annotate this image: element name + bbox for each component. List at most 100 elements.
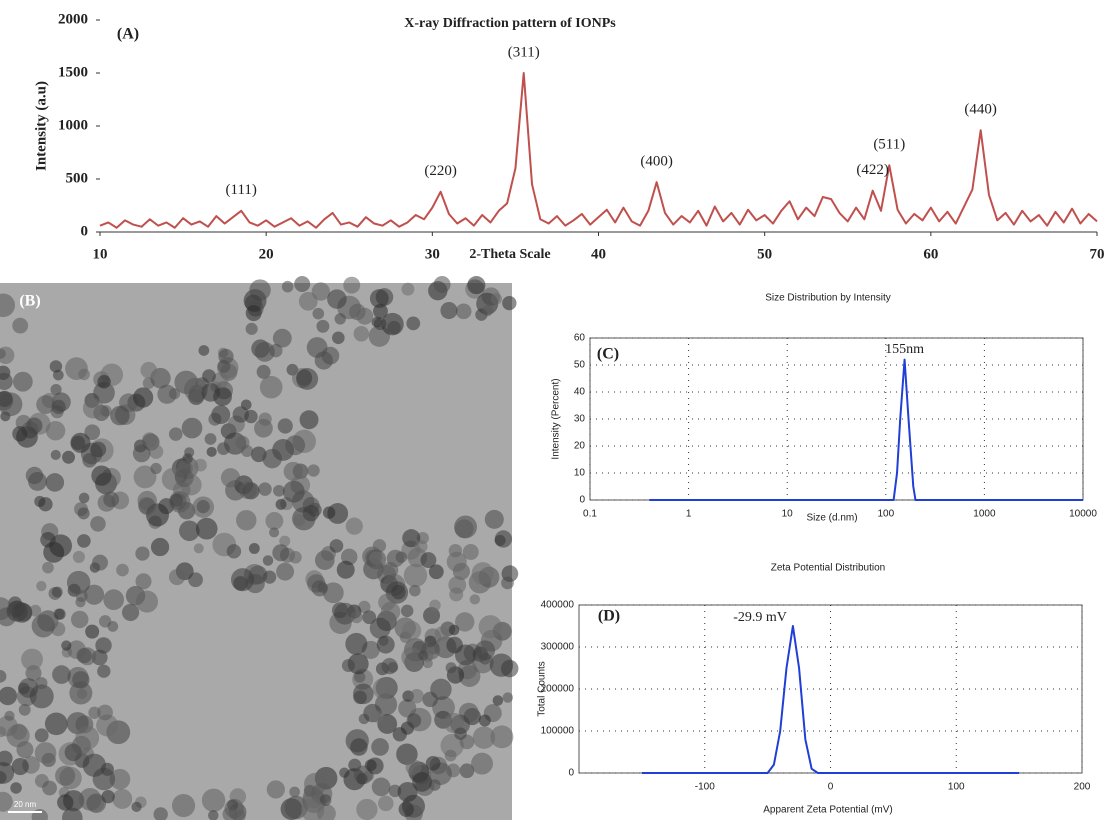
particle xyxy=(500,659,519,678)
particle xyxy=(329,539,344,553)
particle xyxy=(378,593,396,612)
y-tick-label: 0 xyxy=(579,495,585,506)
particle xyxy=(218,348,234,365)
particle xyxy=(244,409,258,424)
particle xyxy=(132,444,151,463)
particle xyxy=(34,728,49,743)
panel-label: (D) xyxy=(598,608,620,625)
particle xyxy=(193,543,204,554)
particle xyxy=(256,364,271,379)
x-tick-label: 1000 xyxy=(973,509,996,520)
y-tick-label: 400000 xyxy=(541,600,575,611)
particle xyxy=(425,756,441,771)
particle xyxy=(490,293,503,305)
particle xyxy=(306,337,328,358)
particle xyxy=(409,584,421,597)
particle xyxy=(406,316,421,331)
particle xyxy=(77,534,91,548)
y-tick-label: 100000 xyxy=(541,726,575,737)
x-tick-label: 40 xyxy=(591,246,606,262)
particle xyxy=(322,506,336,519)
particle xyxy=(198,345,210,356)
y-tick-label: 20 xyxy=(574,441,586,452)
particle xyxy=(275,498,287,510)
particle xyxy=(273,484,285,497)
particle xyxy=(502,692,513,703)
particle xyxy=(258,482,272,496)
particle xyxy=(455,612,475,632)
particle xyxy=(356,798,378,820)
y-tick-label: 200000 xyxy=(541,684,575,695)
particle xyxy=(85,624,100,639)
particle xyxy=(174,468,194,488)
particle xyxy=(0,293,16,318)
particle xyxy=(358,600,371,614)
particle xyxy=(90,516,106,532)
particle xyxy=(35,677,48,690)
particle xyxy=(298,291,318,311)
particle xyxy=(168,427,183,441)
particle xyxy=(484,509,504,529)
particle xyxy=(378,795,394,812)
particle xyxy=(501,576,514,590)
particle xyxy=(471,562,495,585)
particle xyxy=(293,514,306,527)
x-tick-label: 10 xyxy=(782,509,794,520)
particle xyxy=(97,704,113,721)
particle xyxy=(11,602,33,623)
particle xyxy=(316,319,330,333)
peak-annotation: (440) xyxy=(964,102,997,118)
particle xyxy=(478,714,491,727)
particle xyxy=(109,768,131,790)
particle xyxy=(62,450,75,464)
particle xyxy=(302,504,320,522)
particle xyxy=(57,794,74,811)
particle xyxy=(312,307,325,320)
particle xyxy=(133,465,157,489)
particle xyxy=(211,372,229,389)
particle xyxy=(414,540,428,553)
particle xyxy=(332,331,345,345)
y-tick-label: 0 xyxy=(81,223,89,239)
particle xyxy=(440,733,464,758)
x-tick-label: 10000 xyxy=(1069,509,1097,520)
particle xyxy=(168,491,191,513)
particle xyxy=(371,710,384,723)
particle xyxy=(67,666,89,688)
particle xyxy=(371,316,383,328)
x-tick-label: 1 xyxy=(686,509,692,520)
particle xyxy=(429,599,441,612)
particle xyxy=(201,788,226,812)
particle xyxy=(202,369,216,383)
y-tick-label: 1500 xyxy=(58,64,88,80)
particle xyxy=(66,570,91,595)
particle xyxy=(350,611,363,624)
particle xyxy=(381,312,404,336)
particle xyxy=(112,788,133,809)
particle xyxy=(18,703,31,716)
particle xyxy=(276,562,295,581)
particle xyxy=(405,759,422,776)
y-axis-label: Total Counts xyxy=(537,661,548,717)
particle xyxy=(12,317,29,334)
particle xyxy=(454,727,467,741)
particle xyxy=(78,647,97,666)
particle xyxy=(50,383,62,396)
panel-label: (C) xyxy=(597,346,619,363)
particle xyxy=(93,381,115,404)
particle xyxy=(217,442,230,456)
y-tick-label: 10 xyxy=(574,468,586,479)
particle xyxy=(444,749,457,762)
particle xyxy=(150,462,162,475)
particle xyxy=(140,361,158,379)
x-tick-label: 0 xyxy=(828,782,834,793)
particle xyxy=(345,632,368,655)
particle xyxy=(398,699,417,718)
particle xyxy=(259,375,283,399)
particle xyxy=(311,282,330,301)
particle xyxy=(401,620,422,641)
particle xyxy=(469,594,481,605)
particle xyxy=(369,551,383,565)
particle xyxy=(356,773,368,785)
